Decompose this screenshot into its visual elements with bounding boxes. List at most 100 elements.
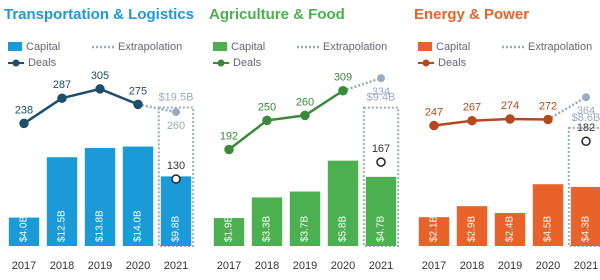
extrapolation-box [157,106,195,247]
deals-label: 309 [334,72,352,84]
deals-label: 192 [220,130,238,142]
bar-label: $2.4B [505,216,516,242]
x-tick-label: 2020 [536,260,560,272]
legend-label: Capital [231,41,265,53]
legend-label: Deals [28,57,57,69]
capital-bar [84,147,116,246]
deals-point [57,93,67,103]
deals-point [376,157,386,167]
capital-bar [8,217,40,246]
extrapolation-line [137,103,177,114]
x-tick-label: 2019 [293,260,317,272]
extrapolation-line [342,76,382,92]
panel-title: Energy & Power [414,6,529,23]
x-tick-label: 2020 [126,260,150,272]
deals-point [338,85,348,96]
bar-label: $14.0B [133,210,144,242]
capital-bar [251,197,283,246]
capital-bar [213,218,245,246]
extrapolation-point [172,108,180,117]
legend-swatch [217,59,225,67]
deals-label: 274 [501,100,519,112]
x-tick-label: 2018 [255,260,279,272]
deals-label: 238 [15,104,33,116]
capital-bar [365,176,397,246]
extrapolation-label: $19.5B [159,91,194,103]
extrapolation-label: 260 [167,120,185,132]
deals-line [23,87,139,125]
deals-line [433,117,549,127]
bar-label: $4.0B [19,216,30,242]
x-tick-label: 2018 [460,260,484,272]
extrapolation-point [377,74,385,83]
deals-point [262,115,272,126]
deals-label: 247 [425,106,443,118]
deals-point [95,84,105,94]
capital-bar [289,191,321,246]
x-tick-label: 2018 [50,260,74,272]
deals-label: 267 [463,102,481,114]
deals-point [429,120,439,131]
extrapolation-label: 334 [372,86,390,98]
deals-point [543,114,553,125]
legend-swatch [422,59,430,67]
deals-label: 250 [258,101,276,113]
legend-label: Capital [26,41,60,53]
deals-label: 275 [129,85,147,97]
deals-point [505,114,515,124]
extrapolation-line [547,96,587,121]
extrapolation-label: 364 [577,105,595,117]
extrapolation-point [582,93,590,102]
legend-label: Extrapolation [323,41,387,53]
legend-label: Deals [233,57,262,69]
deals-label: 167 [372,143,390,155]
deals-label: 182 [577,122,595,134]
x-tick-label: 2017 [12,260,36,272]
bar-label: $1.9B [224,216,235,242]
x-tick-label: 2021 [574,260,598,272]
bar-label: $4.5B [543,216,554,242]
deals-label: 130 [167,160,185,172]
legend-label: Extrapolation [118,41,182,53]
deals-label: 260 [296,96,314,108]
capital-bar [327,160,359,246]
x-tick-label: 2019 [88,260,112,272]
capital-bar [160,176,192,246]
bar-label: $3.3B [262,216,273,242]
x-tick-label: 2021 [164,260,188,272]
extrapolation-label: $9.4B [367,92,396,104]
deals-point [581,136,591,147]
capital-bar [494,213,526,246]
deals-point [171,174,181,184]
x-tick-label: 2021 [369,260,393,272]
panel-title: Agriculture & Food [209,6,345,23]
bar-label: $12.5B [57,210,68,242]
capital-bar [570,186,600,246]
deals-point [467,115,477,126]
bar-label: $5.8B [338,216,349,242]
capital-bar [122,146,154,246]
bar-label: $3.7B [300,216,311,242]
deals-point [19,118,29,129]
bar-label: $4.3B [581,216,592,242]
panel-title: Transportation & Logistics [4,6,194,23]
legend-swatch [12,59,20,67]
deals-line [228,89,344,151]
deals-point [133,99,143,110]
legend-label: Extrapolation [528,41,592,53]
bar-label: $4.7B [376,216,387,242]
capital-bar [532,184,564,246]
bar-label: $13.8B [95,210,106,242]
extrapolation-label: $8.6B [572,112,600,124]
legend-label: Capital [436,41,470,53]
deals-label: 305 [91,70,109,82]
x-tick-label: 2017 [217,260,241,272]
deals-label: 287 [53,79,71,91]
legend-swatch [8,42,22,51]
capital-bar [418,217,450,246]
capital-bar [46,157,78,246]
deals-point [224,144,234,155]
legend-swatch [418,42,432,51]
